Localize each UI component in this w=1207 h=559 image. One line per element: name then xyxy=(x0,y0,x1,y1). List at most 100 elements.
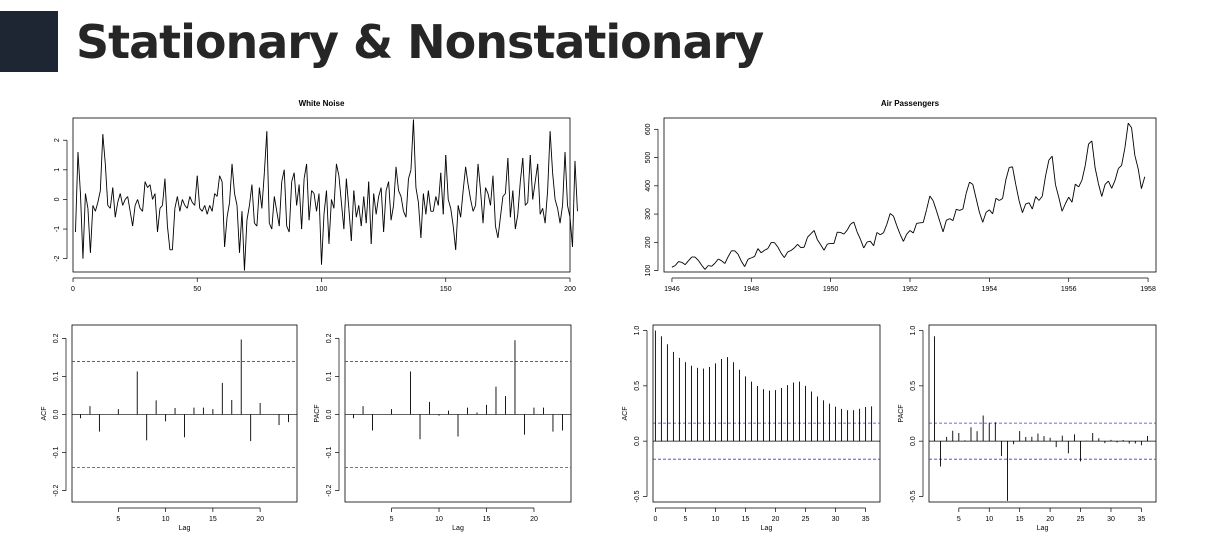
series-segment xyxy=(1012,166,1017,185)
series-segment xyxy=(823,243,828,251)
series-segment xyxy=(281,169,285,182)
series-segment xyxy=(671,265,676,268)
series-segment xyxy=(181,199,186,206)
series-segment xyxy=(995,197,1000,201)
series-segment xyxy=(1121,147,1126,166)
series-segment xyxy=(380,187,385,233)
series-segment xyxy=(893,215,898,226)
series-segment xyxy=(1111,180,1116,189)
series-segment xyxy=(395,166,399,191)
series-segment xyxy=(780,252,785,258)
series-segment xyxy=(820,244,825,251)
x-tick-label: 1946 xyxy=(664,286,680,293)
series-segment xyxy=(417,202,422,238)
series-segment xyxy=(754,248,759,257)
series-segment xyxy=(989,209,994,215)
series-segment xyxy=(751,256,755,259)
series-segment xyxy=(916,222,920,224)
x-tick-label: 1950 xyxy=(823,286,839,293)
series-segment xyxy=(1021,203,1027,213)
x-tick-label: 10 xyxy=(162,516,170,523)
series-segment xyxy=(226,202,231,218)
series-segment xyxy=(450,208,454,227)
series-segment xyxy=(241,211,245,271)
series-segment xyxy=(355,205,360,218)
series-segment xyxy=(946,218,950,221)
series-segment xyxy=(159,205,163,209)
series-group xyxy=(671,122,1146,270)
series-segment xyxy=(398,190,402,197)
series-segment xyxy=(162,178,166,206)
series-segment xyxy=(326,190,330,244)
series-segment xyxy=(1098,183,1103,197)
series-segment xyxy=(171,208,176,250)
series-segment xyxy=(221,181,226,247)
y-tick-label: 1.0 xyxy=(910,326,917,336)
series-segment xyxy=(714,258,719,264)
series-segment xyxy=(562,152,566,206)
series-segment xyxy=(1141,176,1146,189)
y-tick-label: 1 xyxy=(54,168,61,172)
series-segment xyxy=(711,262,716,267)
y-tick-label: 0.0 xyxy=(53,409,60,419)
series-segment xyxy=(445,154,449,200)
series-segment xyxy=(574,160,578,212)
series-segment xyxy=(415,187,419,203)
series-segment xyxy=(271,196,275,230)
x-tick-label: 100 xyxy=(316,286,328,293)
series-segment xyxy=(866,240,871,243)
y-tick-label: -0.5 xyxy=(634,490,641,502)
series-segment xyxy=(89,205,94,253)
x-tick-label: 20 xyxy=(530,516,538,523)
series-segment xyxy=(495,226,499,239)
series-segment xyxy=(552,172,556,200)
x-tick-label: 15 xyxy=(742,516,750,523)
series-segment xyxy=(490,175,494,206)
series-segment xyxy=(296,184,300,206)
series-segment xyxy=(94,202,99,212)
series-segment xyxy=(470,199,474,212)
series-segment xyxy=(514,214,519,230)
series-segment xyxy=(214,193,218,197)
x-axis-label: Lag xyxy=(1037,525,1049,532)
series-segment xyxy=(345,178,350,209)
series-segment xyxy=(519,157,524,182)
y-tick-label: -0.2 xyxy=(326,484,333,496)
y-tick-label: 200 xyxy=(645,236,652,248)
white-noise-pacf-chart: 5 10 15 20 -0.2 -0.1 0.0 0.1 0.2 Lag PACF xyxy=(314,324,572,532)
series-segment xyxy=(684,260,689,265)
series-segment xyxy=(216,175,221,197)
x-tick-label: 20 xyxy=(256,516,264,523)
series-segment xyxy=(509,190,514,218)
series-segment xyxy=(517,181,521,215)
series-segment xyxy=(308,190,313,221)
x-axis-label: Lag xyxy=(179,525,191,532)
series-segment xyxy=(323,190,327,215)
series-segment xyxy=(537,163,541,215)
y-tick-label: 0 xyxy=(54,197,61,201)
series-segment xyxy=(1028,202,1033,210)
series-segment xyxy=(358,205,362,227)
series-segment xyxy=(77,152,81,194)
series-segment xyxy=(959,208,964,211)
series-segment xyxy=(288,181,293,233)
series-segment xyxy=(99,134,104,191)
series-segment xyxy=(147,184,151,188)
series-segment xyxy=(1035,196,1040,201)
series-segment xyxy=(164,178,168,227)
series-segment xyxy=(969,181,974,185)
series-segment xyxy=(174,196,178,209)
series-segment xyxy=(979,212,984,223)
series-segment xyxy=(1061,203,1066,212)
series-segment xyxy=(527,154,531,203)
series-segment xyxy=(889,213,894,217)
series-segment xyxy=(75,152,79,233)
page-title: Stationary & Nonstationary xyxy=(76,15,764,69)
series-segment xyxy=(853,221,858,233)
series-segment xyxy=(107,205,111,209)
white-noise-chart: White Noise 0 50 100 150 200 -2 -1 0 1 2 xyxy=(54,99,578,293)
series-segment xyxy=(1009,166,1013,168)
series-segment xyxy=(311,190,315,194)
series-segment xyxy=(1075,183,1079,188)
y-tick-label: 0.1 xyxy=(53,371,60,381)
